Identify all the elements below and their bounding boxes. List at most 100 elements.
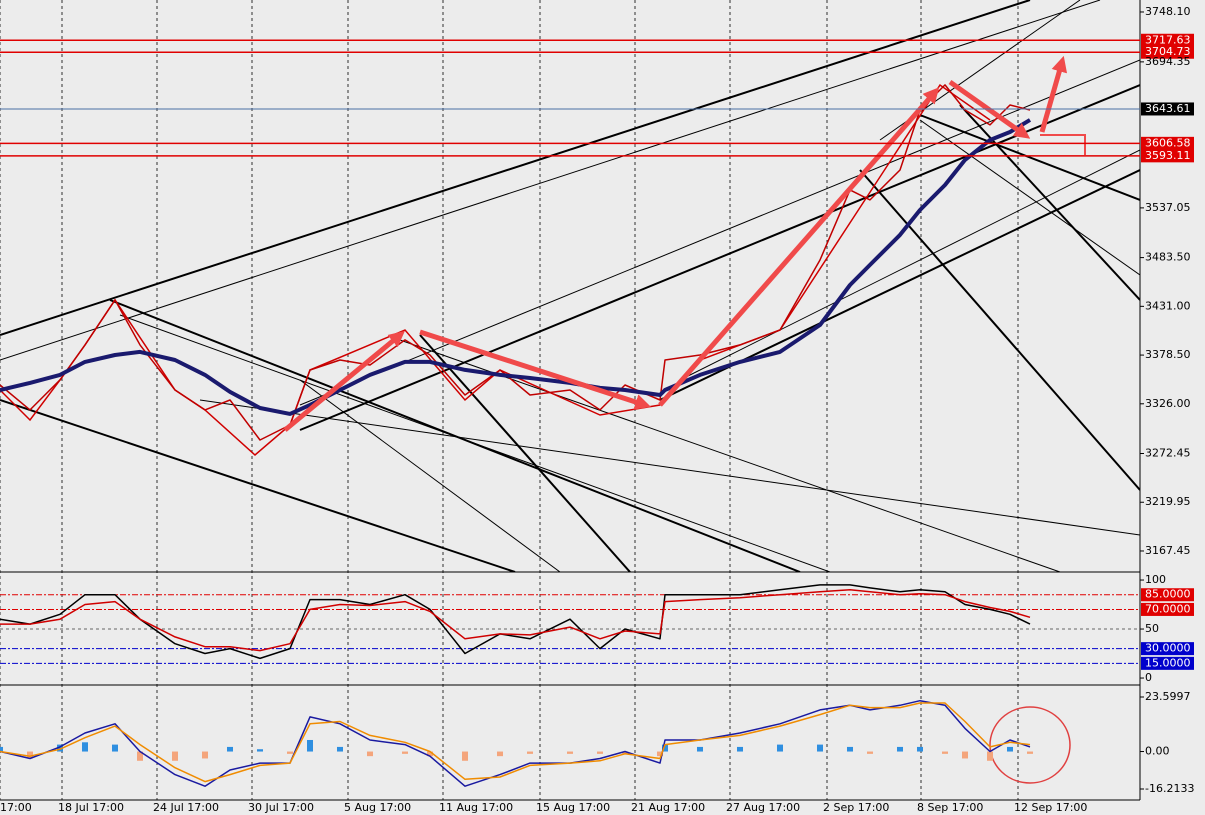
x-tick-label: 18 Jul 17:00 — [58, 801, 124, 814]
histogram-bar — [497, 751, 503, 757]
x-tick-label: 17:00 — [0, 801, 32, 814]
level-box — [1141, 642, 1194, 656]
level-label: 85.0000 — [1145, 588, 1191, 601]
histogram-bar — [527, 751, 533, 754]
level-label: 70.0000 — [1145, 602, 1191, 615]
histogram-bar — [662, 744, 668, 752]
level-box — [1141, 602, 1194, 616]
series-line — [0, 699, 1031, 787]
histogram-bar — [307, 739, 313, 752]
level-label: 3606.58 — [1145, 136, 1191, 149]
trend-line — [419, 334, 631, 572]
arrow — [283, 330, 405, 432]
y-tick-label: 3483.50 — [1145, 251, 1191, 264]
level-label: 30.0000 — [1145, 642, 1191, 655]
y-tick-label: 3378.50 — [1145, 348, 1191, 361]
level-label: 3717.63 — [1145, 33, 1191, 46]
histogram-bar — [777, 744, 783, 752]
x-tick-label: 12 Sep 17:00 — [1014, 801, 1087, 814]
y-tick-label: 3326.00 — [1145, 397, 1191, 410]
level-box — [1141, 149, 1194, 163]
level-label: 3704.73 — [1145, 45, 1191, 58]
histogram-bar — [847, 746, 853, 752]
x-tick-label: 24 Jul 17:00 — [153, 801, 219, 814]
arrow — [1039, 55, 1068, 133]
level-box — [1141, 102, 1194, 116]
level-box — [1141, 136, 1194, 150]
histogram-bar — [917, 746, 923, 752]
y-tick-label: 100 — [1145, 573, 1166, 586]
histogram-bar — [82, 742, 88, 752]
histogram-bar — [57, 744, 63, 752]
histogram-bar — [337, 746, 343, 752]
x-tick-label: 27 Aug 17:00 — [726, 801, 800, 814]
level-box — [1141, 656, 1194, 670]
histogram-bar — [697, 746, 703, 752]
y-tick-label: 3748.10 — [1145, 5, 1191, 18]
x-tick-label: 11 Aug 17:00 — [439, 801, 513, 814]
trend-line — [0, 0, 1031, 336]
y-tick-label: 3219.95 — [1145, 495, 1191, 508]
highlight-circle — [989, 706, 1071, 784]
trend-line — [919, 119, 1140, 276]
histogram-bar — [1007, 746, 1013, 752]
trend-line — [919, 114, 1140, 201]
trend-line — [299, 379, 561, 572]
box-mark — [1040, 134, 1086, 155]
histogram-bar — [427, 751, 433, 757]
y-tick-label: 3431.00 — [1145, 299, 1191, 312]
histogram-bar — [962, 751, 968, 759]
histogram-bar — [1027, 751, 1033, 754]
histogram-bar — [942, 751, 948, 754]
histogram-bar — [202, 751, 208, 759]
series-line — [0, 584, 1031, 660]
trend-line — [119, 314, 831, 572]
level-box — [1141, 33, 1194, 47]
x-tick-label: 8 Sep 17:00 — [917, 801, 983, 814]
histogram-bar — [622, 751, 628, 754]
y-tick-label: -16.2133 — [1145, 782, 1194, 795]
histogram-bar — [137, 751, 143, 761]
series-line — [0, 84, 1031, 441]
trend-line — [299, 84, 1140, 431]
level-label: 3593.11 — [1145, 149, 1191, 162]
histogram-bar — [0, 746, 3, 752]
histogram-bar — [172, 751, 178, 761]
histogram-bar — [257, 749, 263, 752]
x-tick-label: 5 Aug 17:00 — [344, 801, 411, 814]
histogram-bar — [402, 751, 408, 754]
histogram-bar — [737, 746, 743, 752]
trend-line — [679, 149, 1140, 381]
trend-line — [859, 169, 1140, 491]
histogram-bar — [112, 744, 118, 752]
trend-line — [199, 399, 1140, 536]
level-label: 3643.61 — [1145, 102, 1191, 115]
x-tick-label: 15 Aug 17:00 — [536, 801, 610, 814]
trend-line — [959, 104, 1140, 301]
series-line — [0, 118, 1032, 416]
histogram-bar — [657, 751, 663, 757]
level-label: 15.0000 — [1145, 656, 1191, 669]
histogram-bar — [367, 751, 373, 757]
series-line — [0, 589, 1031, 652]
histogram-bar — [987, 751, 993, 761]
histogram-bar — [867, 751, 873, 754]
y-tick-label: 0.00 — [1145, 745, 1170, 758]
histogram-bar — [597, 751, 603, 754]
y-tick-label: 3537.05 — [1145, 201, 1191, 214]
x-tick-label: 21 Aug 17:00 — [631, 801, 705, 814]
y-tick-label: 23.5997 — [1145, 690, 1191, 703]
y-tick-label: 3272.45 — [1145, 447, 1191, 460]
level-box — [1141, 588, 1194, 602]
histogram-bar — [817, 744, 823, 752]
arrow — [658, 87, 940, 407]
y-tick-label: 3167.45 — [1145, 544, 1191, 557]
trend-line — [0, 399, 516, 572]
histogram-bar — [287, 751, 293, 754]
histogram-bar — [462, 751, 468, 761]
histogram-bar — [567, 751, 573, 754]
level-box — [1141, 45, 1194, 59]
x-tick-label: 2 Sep 17:00 — [823, 801, 889, 814]
